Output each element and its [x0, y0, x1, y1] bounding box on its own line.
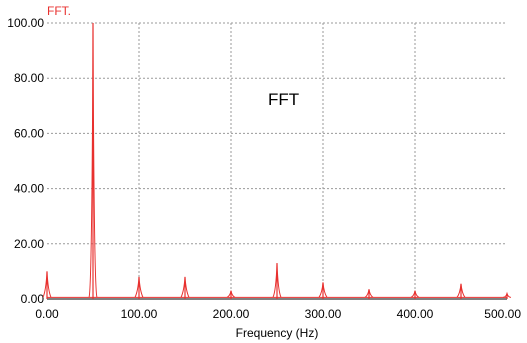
x-tick-label: 200.00: [213, 307, 250, 321]
series-label: FFT.: [47, 4, 71, 18]
y-tick-label: 100.00: [7, 16, 44, 30]
x-tick-label: 300.00: [305, 307, 342, 321]
x-tick-label: 0.00: [35, 307, 59, 321]
x-axis-label: Frequency (Hz): [236, 326, 319, 340]
x-tick-labels: 0.00 100.00 200.00 300.00 400.00 500.00: [35, 307, 521, 321]
fft-series: [42, 22, 512, 299]
x-tick-label: 400.00: [397, 307, 434, 321]
y-tick-label: 80.00: [14, 71, 44, 85]
x-tick-label: 100.00: [121, 307, 158, 321]
grid-lines: [47, 22, 507, 299]
y-tick-label: 20.00: [14, 237, 44, 251]
y-tick-labels: 0.00 20.00 40.00 60.00 80.00 100.00: [7, 16, 44, 306]
y-tick-label: 60.00: [14, 126, 44, 140]
y-tick-label: 40.00: [14, 182, 44, 196]
plot-area: [47, 23, 507, 299]
x-tick-label: 500.00: [484, 307, 521, 321]
y-tick-label: 0.00: [21, 292, 45, 306]
chart-annotation: FFT: [268, 90, 299, 109]
